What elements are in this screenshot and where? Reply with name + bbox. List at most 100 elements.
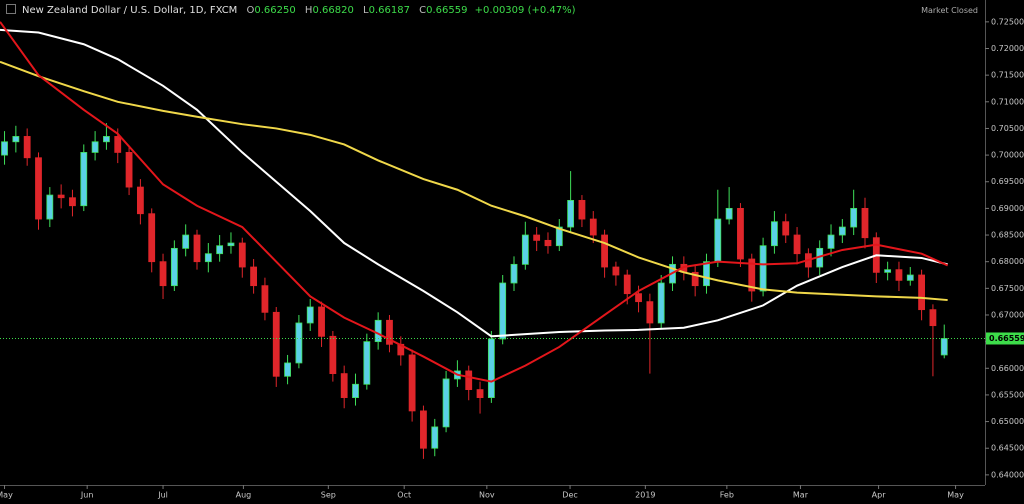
candle-body — [793, 234, 801, 255]
x-tick-label: Mar — [793, 491, 809, 500]
moving-average — [0, 60, 948, 302]
x-tick-label: May — [947, 491, 964, 500]
candle-body — [216, 245, 224, 255]
candle-body — [737, 207, 744, 260]
candle-body — [408, 354, 416, 412]
candle-body — [510, 263, 518, 284]
candle-body — [91, 141, 99, 153]
y-tick-label: 0.64000 — [991, 470, 1024, 479]
ohlc-key: H — [304, 5, 313, 16]
candle-body — [114, 136, 122, 153]
candle-body — [635, 293, 642, 303]
candle-body — [555, 226, 563, 247]
candle-body — [714, 218, 722, 263]
x-tick-label: Apr — [872, 491, 887, 500]
candle-body — [657, 282, 665, 324]
candle-body — [850, 207, 858, 228]
candle-body — [578, 199, 586, 220]
candle-body — [295, 322, 303, 364]
y-tick-label: 0.66000 — [991, 364, 1024, 373]
candle-body — [35, 157, 42, 220]
candle-body — [250, 266, 258, 287]
x-tick-label: Oct — [397, 491, 411, 500]
ohlc-value: 0.66250 — [254, 5, 296, 16]
moving-average — [0, 21, 949, 383]
candle-body — [148, 213, 156, 263]
candle-body — [46, 194, 54, 220]
y-tick-label: 0.65500 — [991, 390, 1024, 399]
x-tick-label: Sep — [321, 491, 336, 500]
candle-body — [612, 266, 620, 276]
candle-body — [1, 141, 8, 156]
candle-body — [940, 338, 948, 356]
candle-body — [386, 319, 393, 345]
candle-body — [352, 383, 359, 398]
candle-body — [374, 319, 382, 343]
y-tick-label: 0.69000 — [991, 204, 1024, 213]
candle-body — [838, 226, 846, 236]
x-tick-label: 2019 — [635, 491, 655, 500]
candle-body — [12, 136, 20, 143]
market-status: Market Closed — [921, 6, 978, 15]
candle-body — [80, 152, 88, 207]
candle-body — [227, 242, 235, 247]
ohlc-value: 0.66820 — [312, 5, 354, 16]
candle-body — [691, 271, 699, 287]
candle-body — [544, 239, 552, 247]
x-tick-label: Jul — [157, 491, 168, 500]
y-tick-label: 0.72500 — [991, 17, 1024, 26]
x-tick-label: Aug — [236, 491, 252, 500]
y-tick-label: 0.71000 — [991, 97, 1024, 106]
candle-body — [136, 186, 144, 215]
symbol-icon — [6, 4, 16, 14]
candle-body — [442, 378, 450, 428]
candle-body — [918, 274, 925, 311]
y-tick-label: 0.71500 — [991, 71, 1024, 80]
candle-body — [623, 274, 631, 295]
candle-body — [646, 301, 654, 324]
candle-body — [884, 269, 892, 273]
legend-header: New Zealand Dollar / U.S. Dollar, 1D, FX… — [6, 4, 576, 16]
price-tag — [986, 332, 1024, 345]
candle-body — [159, 261, 167, 287]
candle-body — [748, 258, 756, 292]
candle-body — [521, 234, 529, 265]
ohlc-key: C — [419, 5, 427, 16]
candle-body — [103, 136, 110, 143]
ohlc-value: 0.66559 — [426, 5, 468, 16]
candle-body — [238, 242, 246, 268]
y-tick-label: 0.69500 — [991, 177, 1024, 186]
candle-body — [329, 335, 337, 375]
candle-body — [906, 274, 914, 281]
x-tick-label: Nov — [479, 491, 495, 500]
change: +0.00309 (+0.47%) — [474, 5, 576, 16]
candle-body — [827, 234, 835, 249]
symbol: New Zealand Dollar / U.S. Dollar, 1D, FX… — [22, 5, 238, 16]
candle-body — [125, 152, 133, 188]
candle-body — [284, 362, 291, 377]
candle-body — [261, 285, 269, 313]
y-tick-label: 0.67000 — [991, 310, 1024, 319]
candle-body — [69, 197, 76, 207]
ohlc-key: O — [246, 5, 255, 16]
candle-body — [567, 199, 575, 228]
candle-body — [431, 426, 439, 449]
candle-body — [363, 341, 371, 385]
candle-body — [601, 234, 608, 268]
candle-body — [57, 194, 65, 199]
candle-body — [487, 338, 495, 398]
candle-body — [476, 389, 484, 398]
ohlc-value: 0.66187 — [368, 5, 410, 16]
candle-body — [182, 234, 190, 249]
y-tick-label: 0.70000 — [991, 151, 1024, 160]
y-tick-label: 0.67500 — [991, 284, 1024, 293]
candle-body — [170, 247, 178, 287]
candle-body — [895, 269, 903, 281]
candle-body — [204, 253, 212, 263]
candle-body — [318, 306, 325, 337]
candle-body — [465, 370, 473, 390]
ohlc-key: L — [363, 5, 369, 16]
